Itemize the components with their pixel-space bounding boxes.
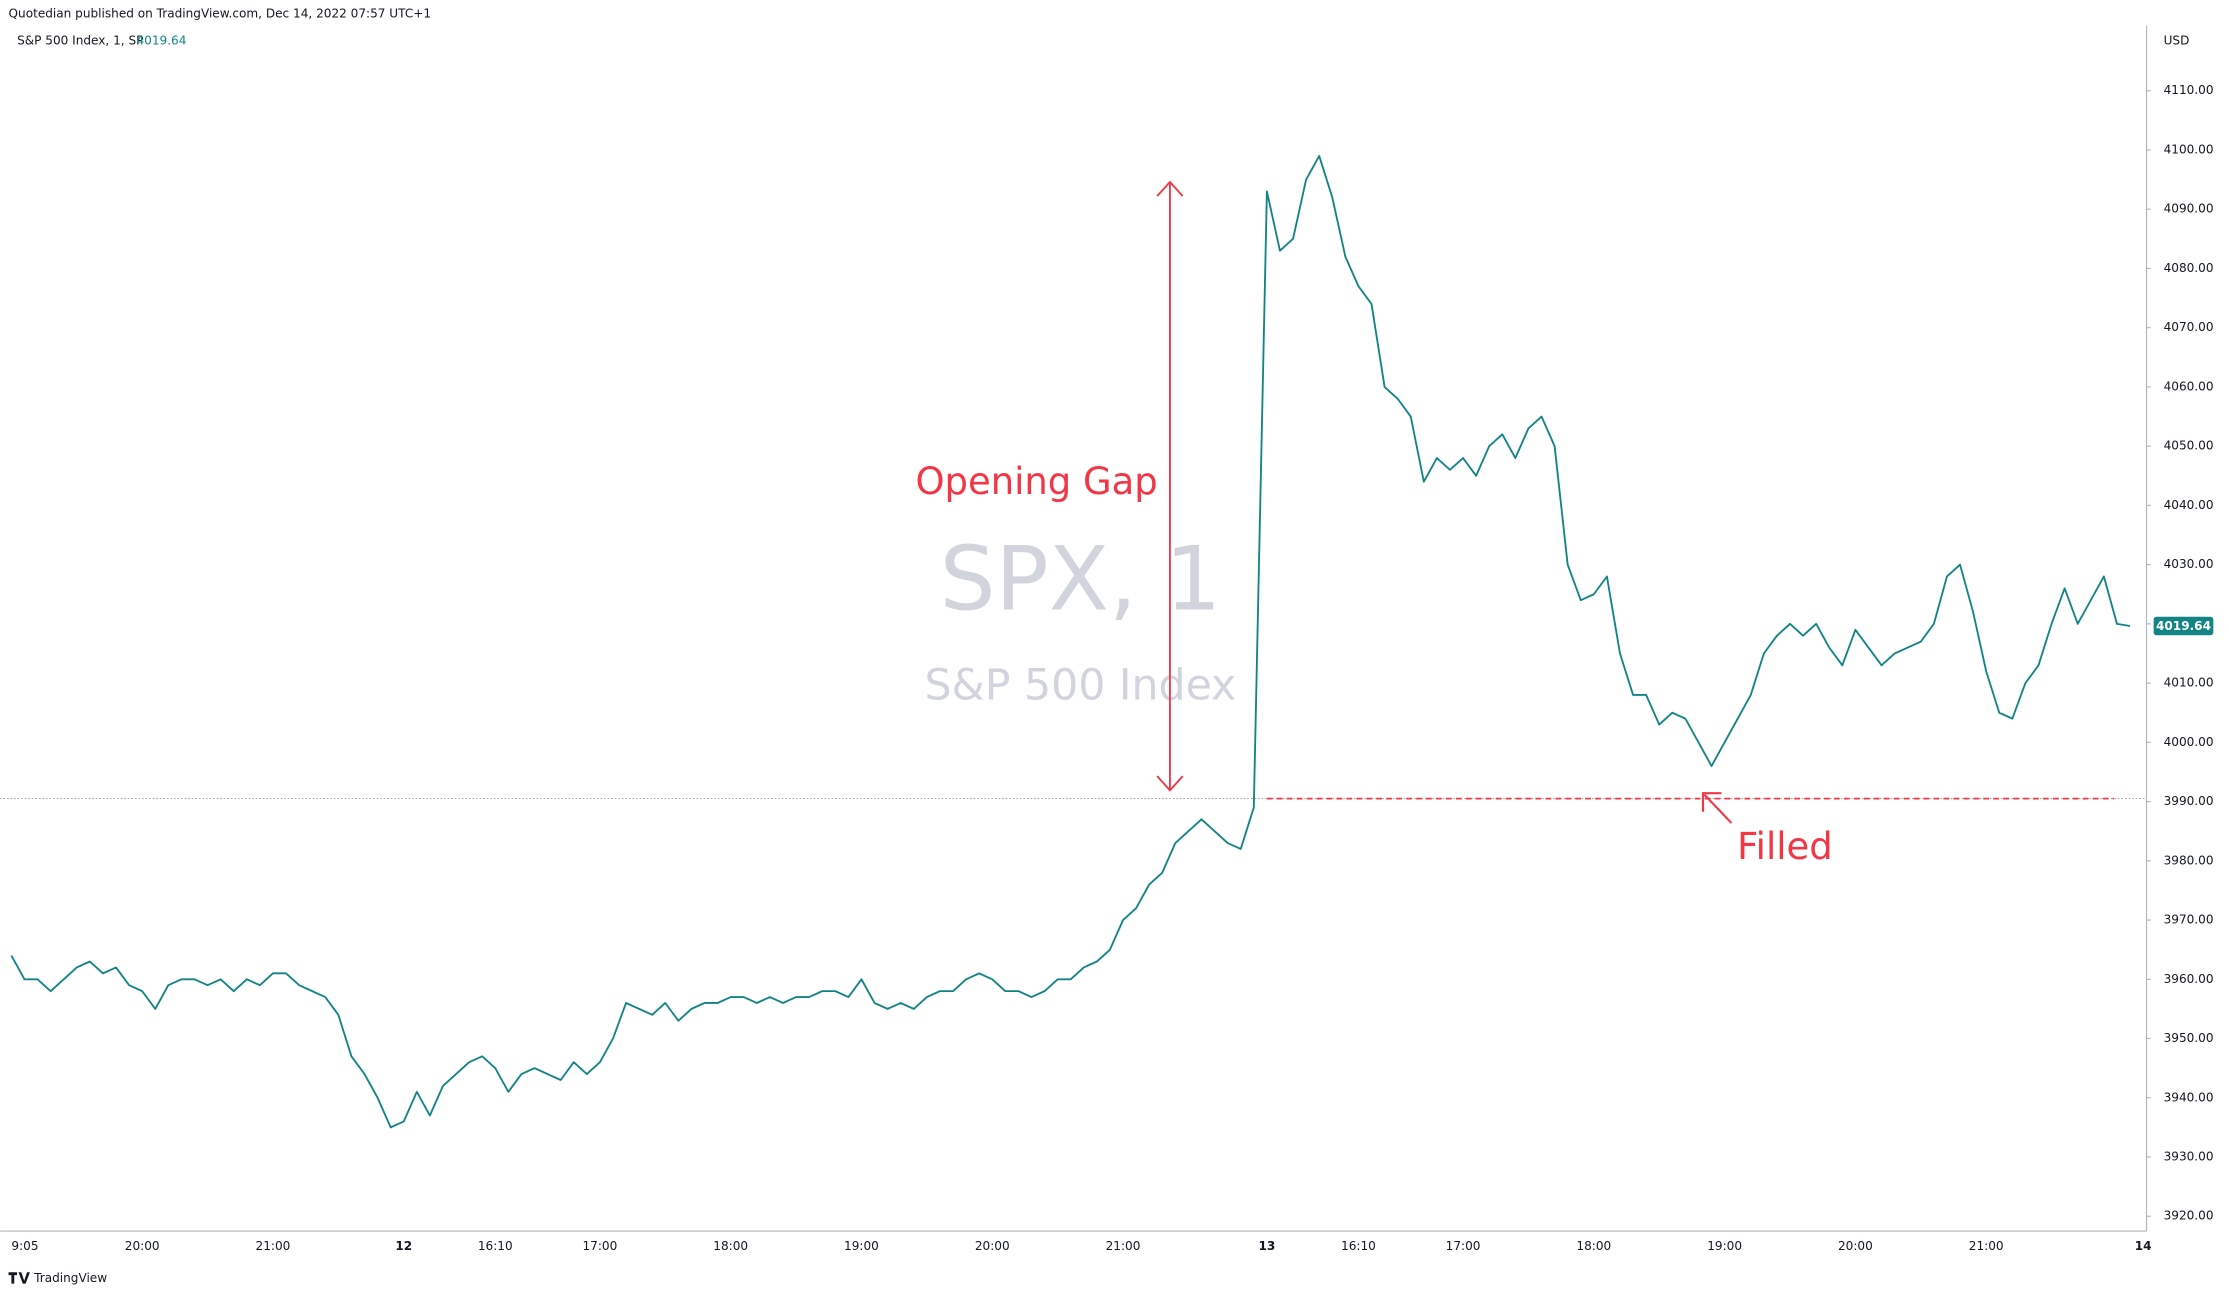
y-tick-label: 4090.00 <box>2164 202 2214 216</box>
y-tick-label: 4010.00 <box>2164 676 2214 690</box>
x-tick-label: 16:10 <box>1341 1239 1376 1253</box>
brand: TradingView <box>8 1271 107 1285</box>
y-tick-label: 3950.00 <box>2164 1031 2214 1045</box>
y-tick-label: 3920.00 <box>2164 1209 2214 1223</box>
currency: USD <box>2164 34 2190 48</box>
y-tick-label: 3980.00 <box>2164 853 2214 867</box>
watermark-title: SPX, 1 <box>940 528 1222 631</box>
brand-text: TradingView <box>33 1271 107 1285</box>
x-tick-label: 17:00 <box>1446 1239 1481 1253</box>
y-tick-label: 4100.00 <box>2164 142 2214 156</box>
watermark-subtitle: S&P 500 Index <box>924 661 1236 711</box>
x-tick-label: 14 <box>2135 1239 2152 1253</box>
x-tick-label: 17:00 <box>583 1239 618 1253</box>
y-tick-label: 4060.00 <box>2164 379 2214 393</box>
x-tick-label: 9:05 <box>11 1239 38 1253</box>
x-tick-label: 19:00 <box>844 1239 879 1253</box>
y-tick-label: 3960.00 <box>2164 972 2214 986</box>
y-tick-label: 4040.00 <box>2164 498 2214 512</box>
annotation: Filled <box>1737 825 1833 868</box>
y-tick-label: 3990.00 <box>2164 794 2214 808</box>
annotation: Opening Gap <box>915 460 1157 503</box>
x-tick-label: 13 <box>1258 1239 1275 1253</box>
y-tick-label: 4070.00 <box>2164 320 2214 334</box>
last-price-box <box>2153 616 2214 636</box>
y-tick-label: 4050.00 <box>2164 439 2214 453</box>
gap-arrow <box>1156 180 1184 792</box>
x-tick-label: 16:10 <box>478 1239 513 1253</box>
x-tick-label: 12 <box>395 1239 412 1253</box>
y-tick-label: 4110.00 <box>2164 83 2214 97</box>
y-tick-label: 4030.00 <box>2164 557 2214 571</box>
x-tick-label: 21:00 <box>256 1239 291 1253</box>
last-price-label: 4019.64 <box>2156 619 2211 633</box>
y-tick-label: 4000.00 <box>2164 735 2214 749</box>
x-tick-label: 18:00 <box>1576 1239 1611 1253</box>
legend-title: S&P 500 Index, 1, SP <box>17 34 143 48</box>
x-tick-label: 18:00 <box>713 1239 748 1253</box>
x-tick-label: 21:00 <box>1106 1239 1141 1253</box>
y-tick-label: 3940.00 <box>2164 1090 2214 1104</box>
y-tick-label: 3930.00 <box>2164 1149 2214 1163</box>
y-tick-label: 3970.00 <box>2164 913 2214 927</box>
x-tick-label: 21:00 <box>1969 1239 2004 1253</box>
x-tick-label: 20:00 <box>125 1239 160 1253</box>
y-tick-label: 4080.00 <box>2164 261 2214 275</box>
x-tick-label: 20:00 <box>1838 1239 1873 1253</box>
legend-value: 4019.64 <box>136 34 186 48</box>
price-line <box>10 154 2131 1129</box>
header: Quotedian published on TradingView.com, … <box>9 7 432 21</box>
x-tick-label: 20:00 <box>975 1239 1010 1253</box>
x-tick-label: 19:00 <box>1707 1239 1742 1253</box>
